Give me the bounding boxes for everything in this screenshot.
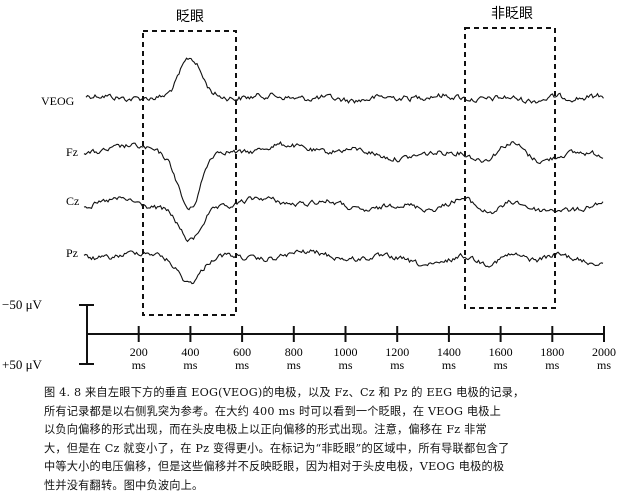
time-tick-unit: ms [338, 358, 352, 372]
time-tick-unit: ms [132, 358, 146, 372]
blink-box [142, 30, 237, 316]
time-tick-unit: ms [287, 358, 301, 372]
time-tick-label: 1200 [385, 345, 409, 359]
time-tick-unit: ms [597, 358, 611, 372]
caption-line: 性并没有翻转。图中负波向上。 [44, 478, 204, 492]
time-tick-label: 1400 [437, 345, 461, 359]
time-axis-ticks: 200ms400ms600ms800ms1000ms1200ms1400ms16… [130, 326, 616, 372]
time-tick-unit: ms [235, 358, 249, 372]
channel-label-pz: Pz [66, 246, 78, 260]
time-tick-unit: ms [390, 358, 404, 372]
caption-line: 中等大小的电压偏移，但是这些偏移并不反映眨眼，因为相对于头皮电极，VEOG 电极… [44, 460, 505, 473]
veog-trace [85, 57, 604, 104]
scale-negative-label: −50 μV [2, 297, 43, 312]
time-tick-label: 400 [181, 345, 199, 359]
time-tick-label: 600 [233, 345, 251, 359]
blink-box-label: 眨眼 [176, 9, 204, 25]
scale-positive-label: +50 μV [2, 357, 43, 372]
time-tick-label: 1800 [540, 345, 564, 359]
channel-label-cz: Cz [66, 194, 79, 208]
non-blink-box-label: 非眨眼 [491, 6, 533, 22]
caption-line: 大，但是在 Cz 就变小了，在 Pz 变得更小。在标记为“非眨眼”的区域中，所有… [44, 441, 510, 455]
caption-line: 所有记录都是以右侧乳突为参考。在大约 400 ms 时可以看到一个眨眼，在 VE… [44, 404, 502, 418]
eeg-figure: 眨眼 非眨眼 VEOG Fz Cz Pz −50 μV +50 μV 200ms… [2, 6, 616, 372]
figure-caption: 图 4. 8 来自左眼下方的垂直 EOG(VEOG)的电极，以及 Fz、Cz 和… [44, 384, 614, 495]
caption-line: 图 4. 8 来自左眼下方的垂直 EOG(VEOG)的电极，以及 Fz、Cz 和… [44, 386, 525, 399]
time-tick-label: 2000 [592, 345, 616, 359]
caption-line: 以负向偏移的形式出现，而在头皮电极上以正向偏移的形式出现。注意，偏移在 Fz 非… [44, 423, 487, 436]
time-tick-label: 1000 [334, 345, 358, 359]
pz-trace [83, 249, 604, 285]
fz-trace [83, 140, 604, 211]
non-blink-box [464, 27, 556, 309]
time-tick-label: 800 [285, 345, 303, 359]
time-tick-unit: ms [545, 358, 559, 372]
time-tick-label: 200 [130, 345, 148, 359]
time-tick-unit: ms [442, 358, 456, 372]
channel-label-fz: Fz [66, 145, 78, 159]
channel-label-veog: VEOG [41, 94, 75, 108]
time-tick-unit: ms [494, 358, 508, 372]
time-tick-unit: ms [183, 358, 197, 372]
cz-trace [83, 196, 604, 243]
time-tick-label: 1600 [489, 345, 513, 359]
